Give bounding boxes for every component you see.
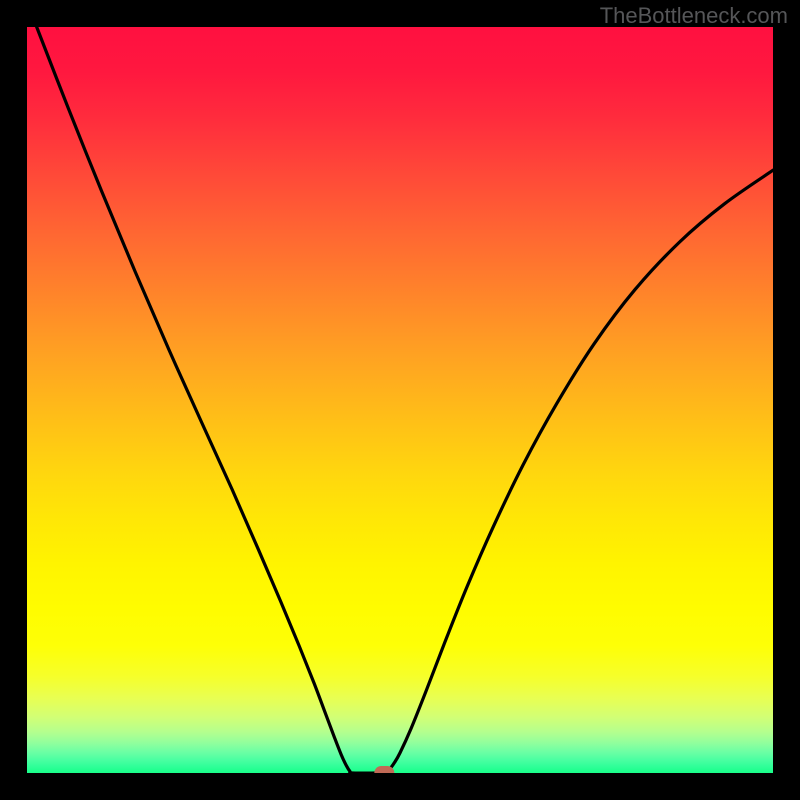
watermark-text: TheBottleneck.com [600,3,788,29]
gradient-background [27,27,773,773]
chart-frame: TheBottleneck.com [0,0,800,800]
plot-area [27,27,773,773]
gradient-chart-svg [27,27,773,773]
